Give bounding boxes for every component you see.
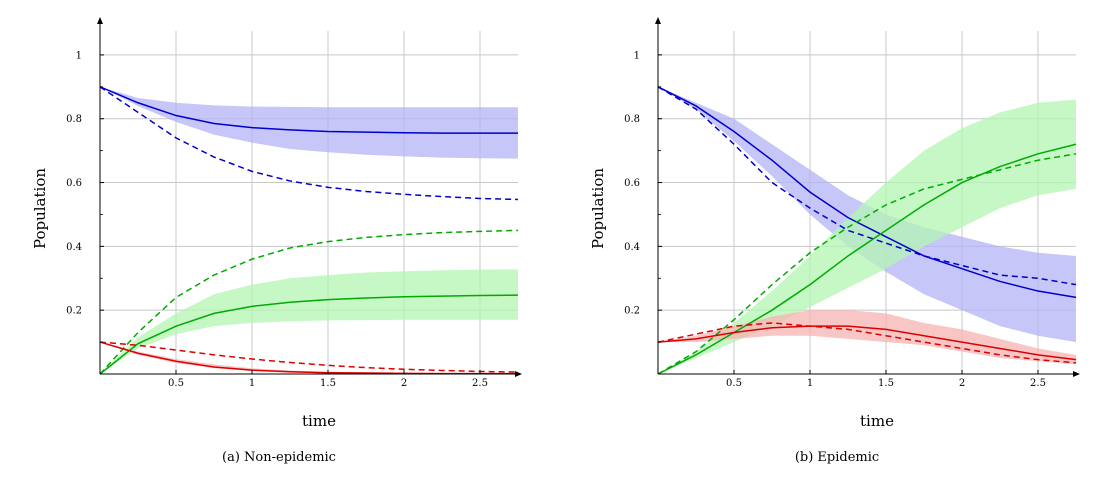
x-tick-label: 0.5 — [168, 378, 184, 389]
y-tick-label: 1 — [634, 50, 640, 61]
y-tick-label: 0.8 — [66, 114, 82, 125]
x-tick-label: 1.5 — [878, 378, 894, 389]
x-tick-label: 1.5 — [320, 378, 336, 389]
caption-a: (a) Non-epidemic — [222, 450, 336, 465]
y-tick-label: 0.6 — [624, 178, 640, 189]
series-line-3 — [99, 229, 519, 375]
y-axis-arrow — [655, 17, 661, 24]
series-line-0 — [99, 86, 518, 134]
y-tick-label: 0.6 — [66, 178, 82, 189]
series-line-1 — [657, 86, 1077, 286]
caption-b: (b) Epidemic — [794, 450, 880, 465]
y-tick-label: 0.8 — [624, 114, 640, 125]
series-line-1 — [99, 86, 519, 201]
x-axis-title: time — [860, 412, 894, 430]
confidence-band-0 — [100, 86, 518, 159]
x-tick-label: 2 — [959, 378, 965, 389]
series-line-5 — [99, 341, 519, 373]
confidence-band-2 — [658, 99, 1076, 374]
x-axis-title: time — [302, 412, 336, 430]
series-line-4 — [99, 341, 518, 375]
x-tick-label: 2.5 — [1030, 378, 1046, 389]
x-tick-label: 1 — [249, 378, 255, 389]
series-line-5 — [657, 322, 1077, 364]
x-axis-arrow — [1073, 371, 1080, 377]
x-tick-label: 1 — [807, 378, 813, 389]
y-tick-label: 0.4 — [66, 242, 82, 253]
chart-non-epidemic: 0.5 1 1.5 2 2.5 0.2 0.4 0.6 0.8 1 time Population — [31, 17, 522, 430]
x-tick-label: 2 — [401, 378, 407, 389]
confidence-band-4 — [658, 310, 1076, 365]
series-line-2 — [99, 294, 519, 375]
series-line-3 — [657, 153, 1077, 375]
y-axis-title: Population — [589, 168, 607, 249]
x-tick-label: 2.5 — [472, 378, 488, 389]
series-line-0 — [657, 86, 1077, 299]
confidence-band-2 — [100, 269, 518, 374]
x-tick-label: 0.5 — [726, 378, 742, 389]
chart-epidemic: 0.5 1 1.5 2 2.5 0.2 0.4 0.6 0.8 1 time Population — [589, 17, 1080, 430]
y-tick-label: 1 — [76, 50, 82, 61]
y-tick-label: 0.4 — [624, 242, 640, 253]
y-tick-label: 0.2 — [66, 306, 82, 317]
series-line-2 — [657, 143, 1077, 375]
y-axis-title: Population — [31, 168, 49, 249]
y-axis-arrow — [97, 17, 103, 24]
y-tick-label: 0.2 — [624, 306, 640, 317]
x-axis-arrow — [515, 371, 522, 377]
series-line-4 — [657, 325, 1077, 361]
